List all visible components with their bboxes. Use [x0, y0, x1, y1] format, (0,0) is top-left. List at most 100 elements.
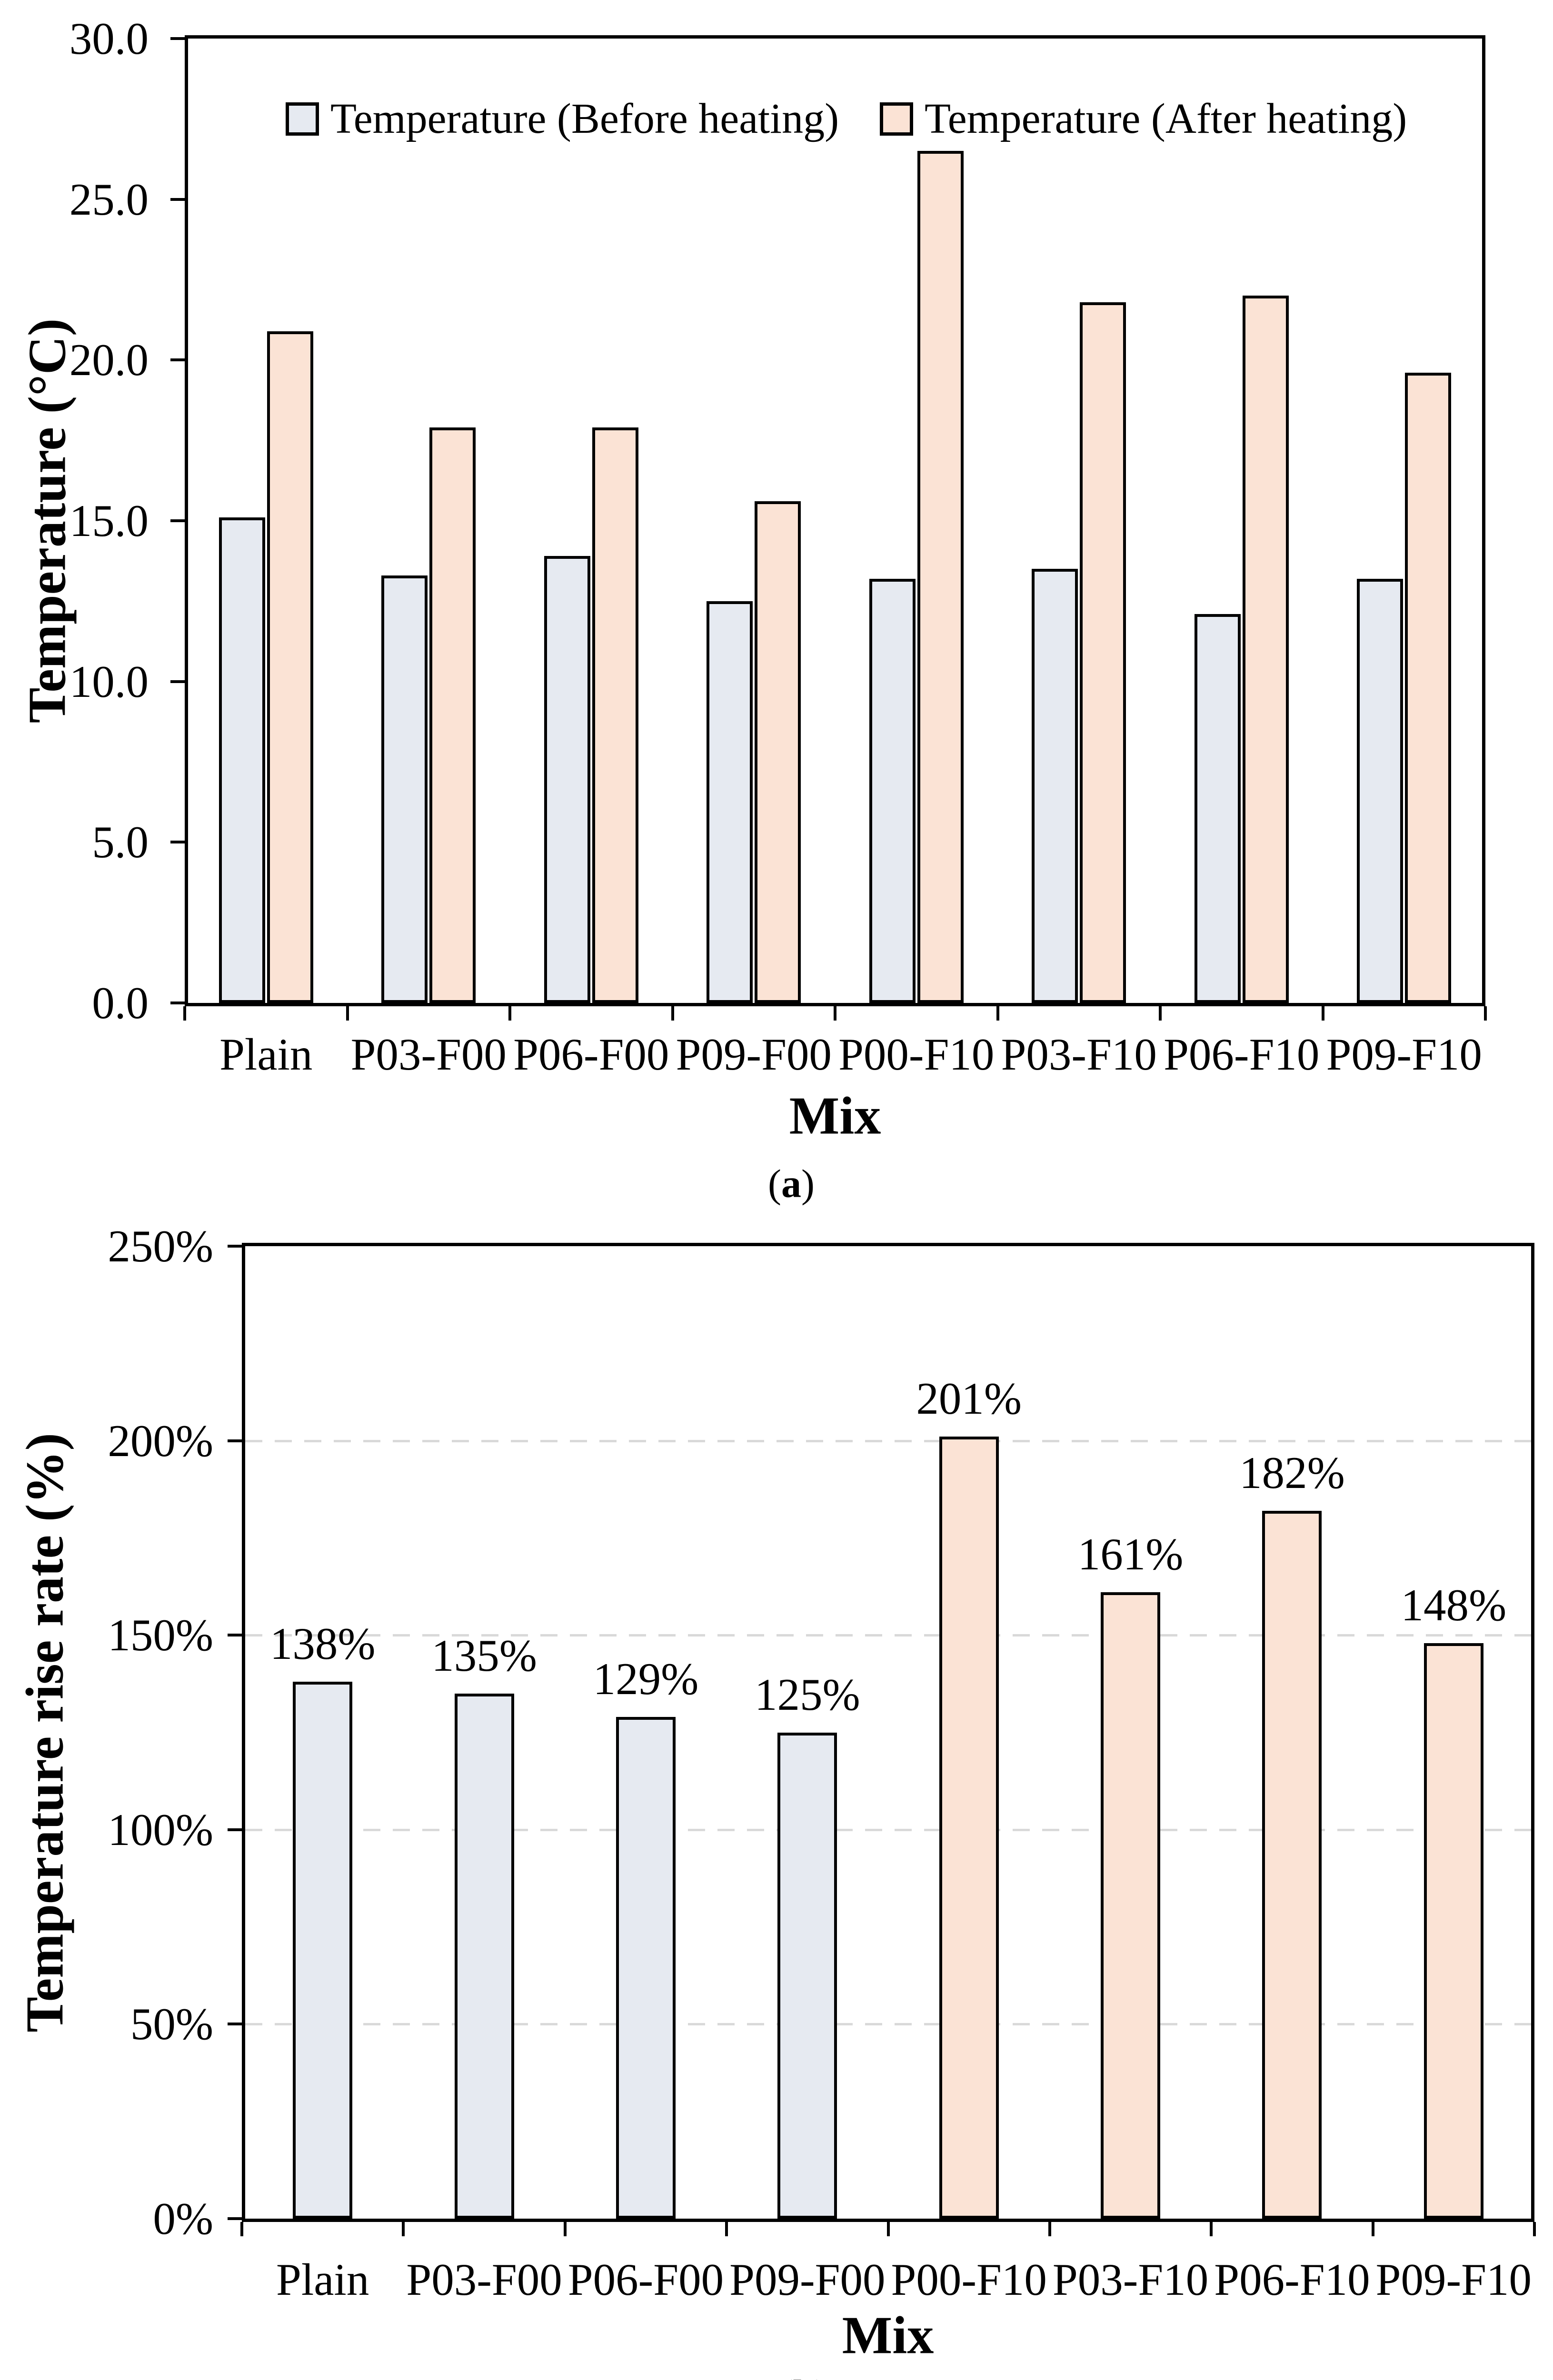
category-label-a-P09-F00: P09-F00 — [676, 1029, 832, 1080]
gridline-b-200 — [245, 1439, 1531, 1442]
bar-label-b-148%: 148% — [1401, 1579, 1507, 1630]
category-label-b-P00-F10: P00-F10 — [891, 2254, 1047, 2305]
bar-b-P06-F00 — [616, 1716, 676, 2219]
y-tick-a-0.0 — [170, 1002, 185, 1004]
bar-a-after-Plain — [267, 331, 313, 1003]
bar-label-b-182%: 182% — [1239, 1447, 1345, 1498]
y-tick-label-b-0%: 0% — [153, 2193, 213, 2244]
bar-a-before-P00-F10 — [869, 578, 916, 1003]
y-tick-b-100% — [228, 1828, 242, 1831]
bar-b-P03-F10 — [1101, 1592, 1161, 2219]
x-tick-b-4 — [886, 2222, 890, 2236]
y-tick-b-150% — [228, 1634, 242, 1637]
bar-a-after-P06-F00 — [592, 427, 638, 1003]
x-tick-b-7 — [1371, 2222, 1374, 2236]
bar-a-after-P03-F00 — [429, 427, 476, 1003]
category-label-a-P09-F10: P09-F10 — [1326, 1029, 1482, 1080]
bar-a-after-P09-F10 — [1405, 373, 1452, 1003]
panel-b-caption-open: ( — [780, 2372, 793, 2380]
bar-label-b-135%: 135% — [431, 1630, 537, 1681]
x-tick-b-6 — [1210, 2222, 1213, 2236]
x-tick-a-1 — [346, 1006, 349, 1021]
bar-label-b-161%: 161% — [1077, 1529, 1184, 1580]
category-label-a-Plain: Plain — [219, 1029, 313, 1080]
panel-a-caption-letter: a — [781, 1161, 801, 1206]
x-tick-b-8 — [1533, 2222, 1536, 2236]
category-label-a-P03-F00: P03-F00 — [350, 1029, 507, 1080]
panel-a-plot-area — [185, 35, 1485, 1006]
legend-marker-before-icon — [286, 102, 319, 136]
panel-b-x-axis-title: Mix — [842, 2306, 934, 2365]
panel-b-caption: (b) — [780, 2371, 829, 2380]
legend-label-before: Temperature (Before heating) — [330, 95, 839, 142]
y-tick-label-a-25.0: 25.0 — [69, 174, 149, 225]
bar-a-before-P09-F00 — [707, 601, 753, 1003]
y-tick-label-a-15.0: 15.0 — [69, 496, 149, 546]
bar-b-P03-F00 — [454, 1693, 514, 2219]
bar-label-b-138%: 138% — [269, 1618, 376, 1669]
bar-a-before-P03-F10 — [1032, 569, 1078, 1003]
bar-a-after-P03-F10 — [1080, 302, 1126, 1003]
x-tick-a-4 — [834, 1006, 836, 1021]
x-tick-a-0 — [183, 1006, 186, 1021]
legend-label-after: Temperature (After heating) — [925, 95, 1407, 142]
x-tick-a-5 — [996, 1006, 999, 1021]
y-tick-label-b-100%: 100% — [108, 1804, 213, 1855]
bar-a-before-P06-F00 — [544, 556, 590, 1003]
x-tick-b-5 — [1048, 2222, 1051, 2236]
gridline-b-50 — [245, 2023, 1531, 2026]
panel-a-x-axis-title: Mix — [789, 1086, 881, 1146]
category-label-a-P00-F10: P00-F10 — [838, 1029, 995, 1080]
y-tick-label-b-250%: 250% — [108, 1221, 213, 1271]
category-label-b-P06-F10: P06-F10 — [1214, 2254, 1370, 2305]
bar-a-before-P09-F10 — [1357, 578, 1404, 1003]
legend-entry-before-heating: Temperature (Before heating) — [286, 93, 839, 145]
x-tick-b-1 — [402, 2222, 405, 2236]
x-tick-a-7 — [1321, 1006, 1324, 1021]
category-label-b-Plain: Plain — [276, 2254, 369, 2305]
y-tick-label-a-0.0: 0.0 — [92, 978, 149, 1028]
y-tick-label-b-150%: 150% — [108, 1610, 213, 1661]
bar-b-P06-F10 — [1262, 1510, 1322, 2219]
y-tick-a-20.0 — [170, 358, 185, 362]
bar-a-before-Plain — [219, 517, 265, 1003]
y-tick-a-25.0 — [170, 198, 185, 201]
bar-b-P00-F10 — [939, 1437, 999, 2219]
y-tick-b-50% — [228, 2023, 242, 2026]
y-tick-b-250% — [228, 1245, 242, 1248]
x-tick-a-8 — [1484, 1006, 1487, 1021]
bar-label-b-125%: 125% — [754, 1669, 860, 1720]
y-tick-label-a-10.0: 10.0 — [69, 656, 149, 707]
x-tick-a-3 — [671, 1006, 674, 1021]
bar-a-before-P03-F00 — [381, 575, 428, 1003]
x-tick-b-3 — [725, 2222, 728, 2236]
category-label-a-P03-F10: P03-F10 — [1001, 1029, 1157, 1080]
panel-a-caption-close: ) — [801, 1161, 815, 1206]
x-tick-a-2 — [508, 1006, 511, 1021]
bar-b-Plain — [293, 1682, 353, 2219]
bar-b-P09-F10 — [1424, 1643, 1483, 2219]
y-tick-label-a-20.0: 20.0 — [69, 335, 149, 386]
y-tick-a-30.0 — [170, 37, 185, 40]
bar-a-before-P06-F10 — [1194, 614, 1241, 1003]
gridline-b-150 — [245, 1634, 1531, 1637]
bar-a-after-P09-F00 — [755, 501, 801, 1003]
legend-marker-after-icon — [880, 102, 913, 136]
y-tick-label-b-50%: 50% — [130, 1999, 213, 2050]
y-tick-b-200% — [228, 1439, 242, 1442]
category-label-b-P06-F00: P06-F00 — [567, 2254, 724, 2305]
x-tick-b-2 — [563, 2222, 567, 2236]
category-label-b-P09-F00: P09-F00 — [729, 2254, 886, 2305]
category-label-b-P03-F10: P03-F10 — [1052, 2254, 1209, 2305]
panel-a-caption: (a) — [768, 1161, 815, 1207]
category-label-b-P09-F10: P09-F10 — [1375, 2254, 1532, 2305]
bar-a-after-P06-F10 — [1242, 296, 1289, 1003]
x-tick-a-6 — [1159, 1006, 1162, 1021]
y-tick-label-b-200%: 200% — [108, 1415, 213, 1466]
panel-b-caption-close: ) — [815, 2372, 828, 2380]
y-tick-a-15.0 — [170, 519, 185, 522]
gridline-b-100 — [245, 1828, 1531, 1831]
bar-label-b-201%: 201% — [916, 1373, 1022, 1424]
category-label-b-P03-F00: P03-F00 — [406, 2254, 562, 2305]
bar-a-after-P00-F10 — [917, 151, 964, 1003]
